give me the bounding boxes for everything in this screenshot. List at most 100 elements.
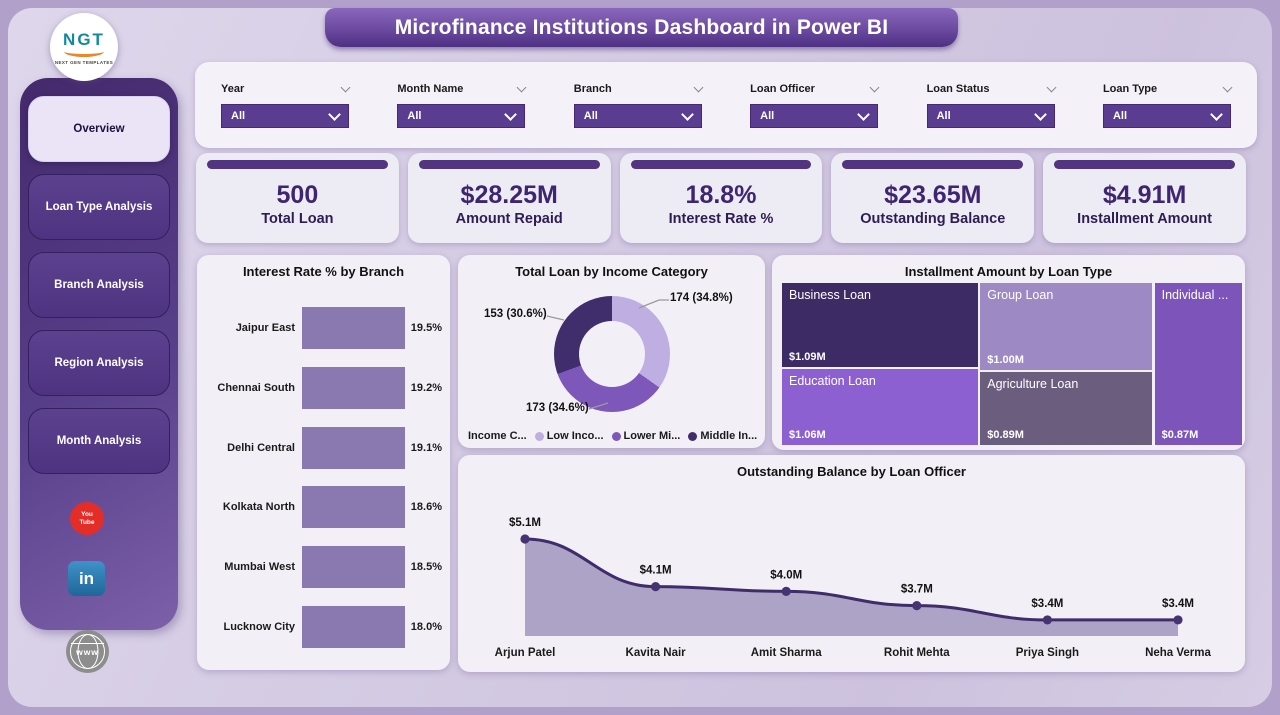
- youtube-icon[interactable]: You Tube: [70, 502, 104, 535]
- legend-label: Middle In...: [700, 430, 758, 442]
- page-title: Microfinance Institutions Dashboard in P…: [394, 15, 889, 39]
- bar[interactable]: [302, 546, 405, 589]
- sidebar-item-branch-analysis[interactable]: Branch Analysis: [28, 252, 170, 318]
- tile-value: $0.87M: [1161, 429, 1199, 441]
- line-area-fill: [525, 539, 1178, 636]
- tile-value: $1.09M: [789, 350, 826, 363]
- chevron-down-icon[interactable]: [693, 82, 704, 93]
- bar[interactable]: [302, 426, 405, 469]
- kpi-card-installment-amount: $4.91M Installment Amount: [1043, 153, 1246, 243]
- chevron-down-icon[interactable]: [340, 82, 351, 93]
- chevron-down-icon: [1210, 108, 1223, 121]
- donut-callout-low-income: 174 (34.8%): [670, 292, 733, 304]
- point-value-label: $4.0M: [770, 569, 802, 581]
- filter-year: Year All: [221, 82, 351, 128]
- legend-dot: [688, 431, 698, 441]
- sidebar-item-overview[interactable]: Overview: [28, 96, 170, 162]
- line-chart-panel: Outstanding Balance by Loan Officer $5.1…: [458, 455, 1245, 672]
- x-axis-label: Neha Verma: [1145, 647, 1211, 659]
- filter-label: Branch: [573, 82, 612, 95]
- filter-dropdown-month-name[interactable]: All: [397, 103, 526, 128]
- x-axis-label: Priya Singh: [1016, 647, 1079, 659]
- data-point-arjun-patel[interactable]: [520, 534, 530, 544]
- data-point-kavita-nair[interactable]: [651, 582, 661, 592]
- bar-zone: 19.5%: [302, 307, 442, 349]
- kpi-label: Outstanding Balance: [860, 211, 1006, 227]
- treemap-tile-group-loan[interactable]: Group Loan $1.00M: [980, 283, 1153, 370]
- chevron-down-icon[interactable]: [1046, 82, 1057, 93]
- bar-row-mumbai-west: Mumbai West 18.5%: [207, 546, 442, 589]
- data-point-neha-verma[interactable]: [1173, 615, 1183, 625]
- bar-category-label: Chennai South: [217, 381, 295, 394]
- filter-bar: Year All Month Name All Branch All Loan Office…: [195, 62, 1257, 148]
- donut-legend: Income C... Low Inco... Lower Mi... Middle …: [468, 430, 761, 442]
- sidebar: Overview Loan Type Analysis Branch Analysi…: [20, 78, 178, 630]
- chevron-down-icon: [504, 108, 518, 121]
- legend-item-middle-in[interactable]: Middle In...: [688, 430, 757, 442]
- filter-month-name: Month Name All: [397, 82, 527, 128]
- bar-row-delhi-central: Delhi Central 19.1%: [207, 426, 442, 469]
- kpi-value: $28.25M: [460, 181, 558, 209]
- donut-hole: [579, 321, 645, 387]
- point-value-label: $4.1M: [640, 565, 672, 577]
- kpi-value: 18.8%: [685, 181, 757, 209]
- filter-dropdown-loan-status[interactable]: All: [926, 103, 1055, 128]
- bar-row-jaipur-east: Jaipur East 19.5%: [207, 307, 442, 349]
- sidebar-item-region-analysis[interactable]: Region Analysis: [28, 330, 170, 396]
- treemap-tile-business-loan[interactable]: Business Loan $1.09M: [782, 283, 978, 367]
- filter-dropdown-loan-type[interactable]: All: [1102, 103, 1231, 128]
- sidebar-item-month-analysis[interactable]: Month Analysis: [28, 408, 170, 474]
- bar-category-label: Mumbai West: [224, 561, 295, 574]
- data-point-amit-sharma[interactable]: [781, 586, 791, 596]
- kpi-label: Amount Repaid: [455, 211, 563, 227]
- filter-header-branch: Branch: [573, 82, 704, 95]
- donut-callout-middle-income: 153 (30.6%): [484, 308, 547, 320]
- bar[interactable]: [302, 605, 405, 648]
- bar-chart-title: Interest Rate % by Branch: [242, 264, 405, 279]
- chevron-down-icon: [328, 108, 341, 121]
- legend-item-lower-mi[interactable]: Lower Mi...: [611, 430, 681, 442]
- bar[interactable]: [302, 307, 405, 349]
- bar[interactable]: [302, 486, 405, 529]
- data-point-rohit-mehta[interactable]: [912, 601, 922, 611]
- donut-chart-title: Total Loan by Income Category: [515, 264, 708, 279]
- bar-category-label: Lucknow City: [223, 620, 295, 633]
- legend-label: Lower Mi...: [623, 430, 681, 442]
- treemap-tile-education-loan[interactable]: Education Loan $1.06M: [782, 368, 978, 445]
- point-value-label: $3.4M: [1162, 598, 1194, 610]
- filter-loan-status: Loan Status All: [926, 82, 1057, 128]
- kpi-card-total-loan: 500 Total Loan: [196, 153, 399, 243]
- treemap-tile-agriculture-loan[interactable]: Agriculture Loan $0.89M: [980, 371, 1153, 445]
- kpi-accent-bar: [630, 160, 812, 169]
- x-axis-label: Kavita Nair: [626, 647, 687, 659]
- bar-category-label: Jaipur East: [235, 322, 295, 334]
- filter-dropdown-year[interactable]: All: [221, 103, 349, 128]
- bar[interactable]: [302, 366, 405, 409]
- kpi-value: $23.65M: [884, 181, 982, 209]
- chevron-down-icon[interactable]: [1222, 82, 1233, 93]
- globe-meridian: [77, 634, 98, 669]
- kpi-accent-bar: [1054, 160, 1235, 169]
- sidebar-item-loan-type-analysis[interactable]: Loan Type Analysis: [28, 174, 170, 240]
- filter-label: Month Name: [397, 82, 464, 95]
- filter-dropdown-loan-officer[interactable]: All: [750, 103, 879, 128]
- ngt-logo-text: NGT: [63, 29, 105, 49]
- legend-item-low-inco[interactable]: Low Inco...: [534, 430, 604, 442]
- x-axis-label: Amit Sharma: [751, 647, 823, 659]
- kpi-label: Installment Amount: [1077, 211, 1212, 227]
- filter-label: Year: [221, 82, 245, 95]
- chevron-down-icon[interactable]: [516, 82, 527, 93]
- title-banner: Microfinance Institutions Dashboard in P…: [325, 8, 958, 47]
- filter-header-loan-type: Loan Type: [1103, 82, 1233, 95]
- donut-chart-panel: Total Loan by Income Category 174 (34.8%…: [458, 255, 765, 448]
- bar-chart: Jaipur East 19.5% Chennai South 19.2% Delhi …: [207, 307, 442, 648]
- filter-value: All: [407, 109, 422, 122]
- line-chart[interactable]: $5.1M Arjun Patel $4.1M Kavita Nair $4.0M Ami…: [458, 455, 1245, 672]
- linkedin-icon[interactable]: in: [68, 561, 105, 596]
- filter-dropdown-branch[interactable]: All: [573, 103, 702, 128]
- globe-icon[interactable]: www: [66, 630, 109, 673]
- kpi-accent-bar: [418, 160, 600, 169]
- treemap-tile-individual[interactable]: Individual ... $0.87M: [1154, 283, 1242, 445]
- data-point-priya-singh[interactable]: [1042, 615, 1052, 625]
- chevron-down-icon[interactable]: [869, 82, 880, 93]
